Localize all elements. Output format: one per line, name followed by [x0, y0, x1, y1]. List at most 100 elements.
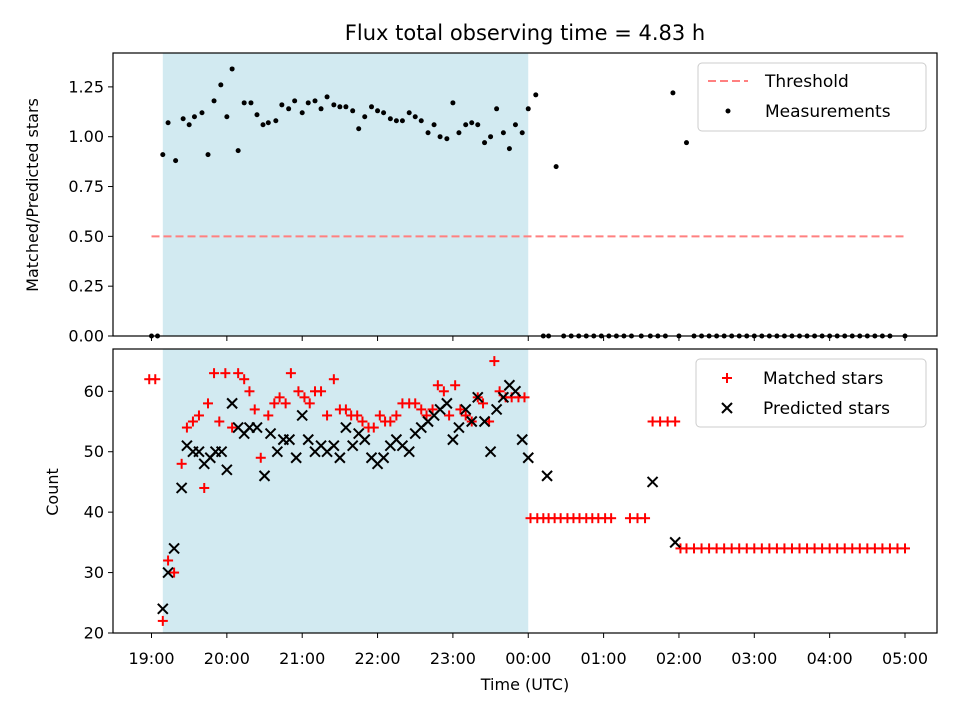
measurement-point [324, 94, 330, 100]
measurement-point [279, 102, 285, 108]
bottom-legend: Matched stars Predicted stars [695, 358, 927, 428]
matched-star-point [432, 380, 443, 391]
matched-star-point [352, 410, 363, 421]
x-axis-label: Time (UTC) [480, 675, 569, 694]
matched-star-point [322, 410, 333, 421]
top-legend-box [697, 62, 927, 132]
measurement-point [292, 98, 298, 104]
y-tick-label: 0.75 [68, 177, 104, 196]
predicted-star-point [490, 403, 503, 416]
measurement-point [450, 100, 456, 106]
bottom-y-axis-label: Count [43, 468, 62, 516]
matched-star-point [181, 422, 192, 433]
legend-matched-swatch [722, 373, 732, 383]
predicted-star-point [328, 439, 340, 452]
measurement-point [343, 104, 349, 110]
predicted-star-point [377, 452, 390, 464]
measurement-point [375, 108, 381, 114]
matched-star-point [220, 368, 231, 379]
measurement-point [670, 90, 676, 96]
predicted-star-point [283, 433, 296, 446]
predicted-star-point [441, 397, 453, 410]
matched-star-point [606, 513, 617, 524]
legend-x-glyph [721, 402, 733, 414]
y-tick-label: 0.25 [68, 277, 104, 296]
measurement-point [362, 114, 368, 120]
predicted-star-point [669, 536, 681, 549]
predicted-star-point [453, 421, 465, 434]
matched-star-point [340, 404, 351, 415]
matched-star-point [410, 398, 421, 409]
measurement-point [431, 122, 437, 128]
predicted-star-point [296, 409, 308, 422]
y-tick-label: 60 [84, 382, 104, 401]
measurement-point [260, 122, 266, 128]
measurement-point [437, 134, 443, 140]
measurement-point [393, 118, 399, 124]
matched-star-point [444, 410, 455, 421]
predicted-star-point [258, 470, 271, 482]
matched-star-point [193, 410, 204, 421]
measurement-point [331, 102, 337, 108]
measurement-point [265, 120, 271, 126]
measurement-point [211, 98, 217, 104]
matched-star-point [209, 368, 220, 379]
measurement-point [519, 130, 525, 136]
y-tick-label: 0.50 [68, 227, 104, 246]
measurement-point [553, 164, 559, 170]
measurement-point [456, 130, 462, 136]
measurement-point [235, 148, 241, 154]
top-observing-span [162, 53, 529, 336]
matched-star-point [640, 513, 651, 524]
matched-star-point [368, 422, 379, 433]
x-tick-label: 22:00 [354, 649, 400, 668]
predicted-star-point [290, 452, 302, 464]
legend-predicted-label: Predicted stars [763, 399, 890, 419]
measurement-point [475, 122, 481, 128]
x-tick-label: 23:00 [430, 649, 476, 668]
measurement-point [199, 110, 205, 116]
measurement-point [248, 100, 254, 106]
measurement-point [299, 110, 305, 116]
matched-star-point [299, 392, 310, 403]
measurement-point [506, 146, 512, 152]
predicted-star-point [340, 421, 352, 434]
matched-star-point [293, 386, 304, 397]
matched-star-point [244, 386, 255, 397]
matched-star-point [304, 398, 315, 409]
matched-star-point [285, 368, 296, 379]
matched-star-point [519, 392, 530, 403]
measurement-point [418, 118, 424, 124]
matched-star-point [416, 404, 427, 415]
measurement-point [399, 118, 405, 124]
matched-star-point [274, 392, 285, 403]
measurement-point [525, 106, 531, 112]
measurement-point [273, 118, 279, 124]
matched-star-point [150, 374, 161, 385]
matched-star-point [255, 452, 266, 463]
predicted-star-point [478, 415, 491, 428]
measurement-point [356, 126, 362, 132]
predicted-star-point [157, 603, 169, 615]
x-tick-label: 05:00 [882, 649, 928, 668]
predicted-star-point [193, 446, 205, 458]
predicted-star-point [251, 421, 263, 434]
measurement-point [165, 120, 171, 126]
y-tick-label: 20 [84, 624, 104, 643]
measurement-point [500, 130, 506, 136]
bottom-observing-span [162, 349, 529, 633]
matched-star-point [203, 398, 214, 409]
measurement-point [512, 122, 518, 128]
measurement-point [180, 116, 186, 122]
matched-star-point [670, 416, 681, 427]
measurement-point [241, 100, 247, 106]
predicted-star-point [541, 470, 553, 482]
measurement-point [425, 130, 431, 136]
matched-star-point [328, 374, 339, 385]
bottom-panel: 20 30 40 50 60 19:00 20:00 21:00 22:00 23:00 00:00… [43, 348, 938, 668]
measurement-point [494, 106, 500, 112]
y-tick-label: 30 [84, 563, 104, 582]
measurement-point [444, 136, 450, 142]
matched-star-point [450, 380, 461, 391]
